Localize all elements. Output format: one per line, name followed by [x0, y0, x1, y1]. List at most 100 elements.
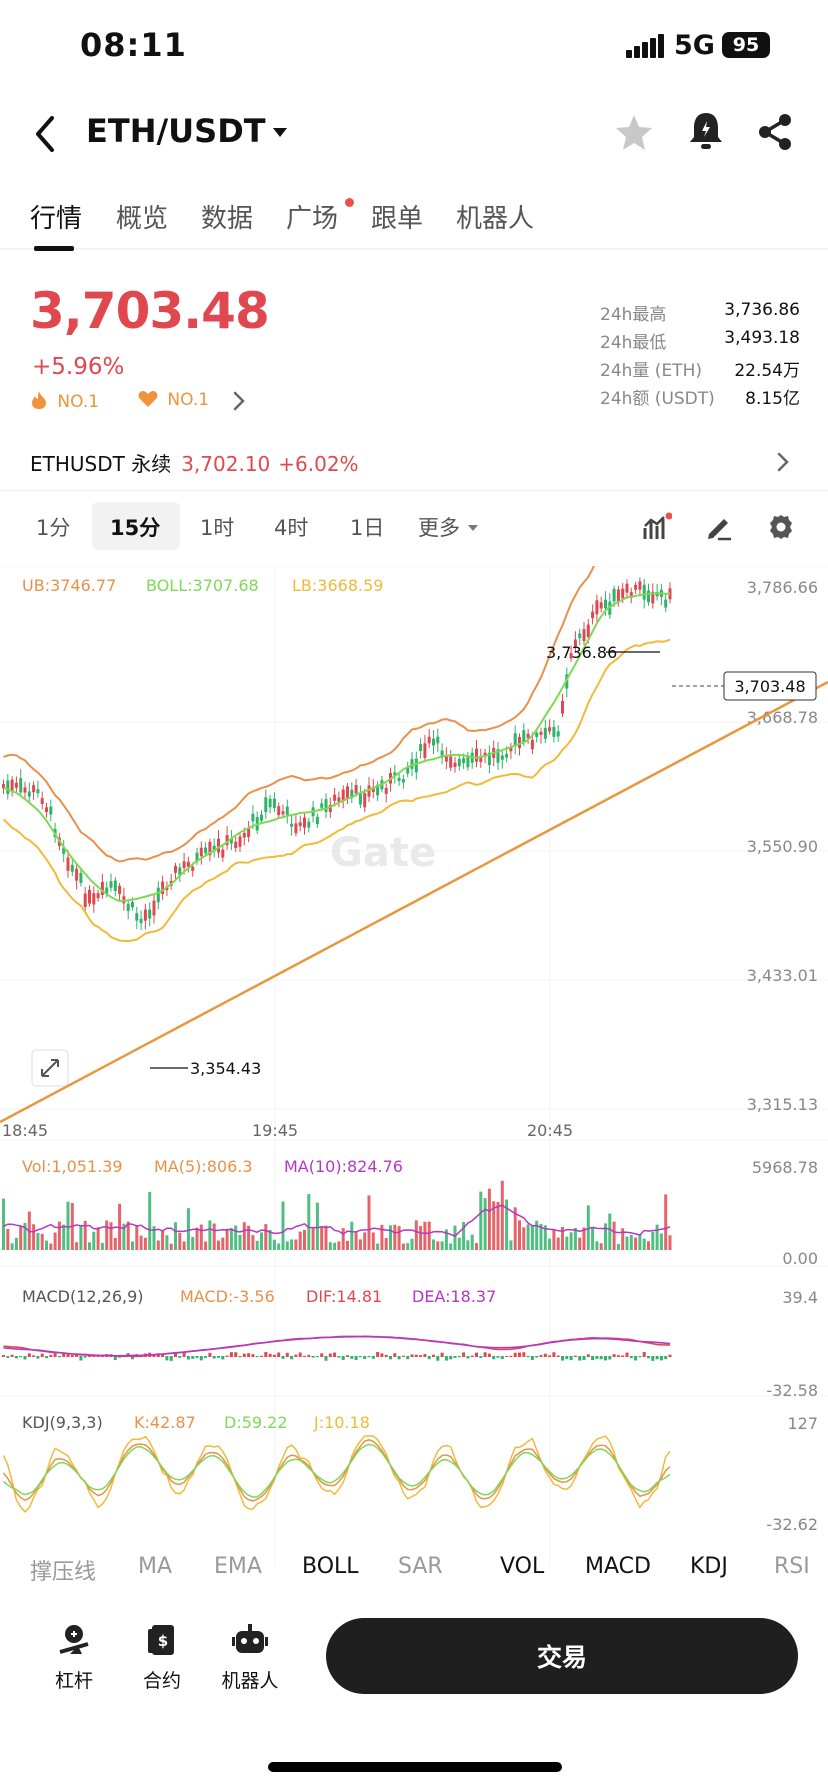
- tab-market[interactable]: 行情: [30, 204, 83, 234]
- macd-bar: [479, 1356, 483, 1358]
- candle: [513, 733, 517, 747]
- perpetual-row[interactable]: ETHUSDT 永续 3,702.10 +6.02%: [30, 448, 359, 477]
- back-arrow-icon[interactable]: [28, 114, 64, 154]
- bots-button[interactable]: 机器人: [210, 1622, 290, 1693]
- candle: [268, 798, 272, 808]
- tab-data[interactable]: 数据: [201, 204, 254, 234]
- indicator-vol[interactable]: VOL: [500, 1554, 545, 1579]
- tab-overview[interactable]: 概览: [116, 204, 169, 234]
- indicator-icon[interactable]: [642, 512, 672, 542]
- status-bar: 08:11 5G 95: [0, 0, 828, 96]
- interval-1d[interactable]: 1日: [350, 516, 385, 540]
- draw-pencil-icon[interactable]: [704, 512, 734, 542]
- vol-axis-top: 5968.78: [752, 1158, 818, 1177]
- indicator-boll[interactable]: BOLL: [302, 1554, 359, 1579]
- volume-bar: [178, 1232, 182, 1250]
- macd-bar: [255, 1356, 259, 1358]
- candle: [569, 653, 573, 659]
- candle: [285, 806, 289, 815]
- indicator-sar[interactable]: SAR: [398, 1554, 443, 1579]
- trend-line[interactable]: [0, 680, 828, 1124]
- candle: [182, 861, 186, 869]
- y-tick: 3,433.01: [747, 966, 818, 985]
- interval-4h[interactable]: 4时: [274, 516, 309, 540]
- kline-svg[interactable]: Gate UB:3746.77 BOLL:3707.68 LB:3668.59 …: [0, 566, 828, 1570]
- macd-legend-title: MACD(12,26,9): [22, 1287, 144, 1306]
- macd-bar: [92, 1355, 96, 1357]
- macd-bar: [552, 1352, 556, 1357]
- macd-bar: [483, 1352, 487, 1357]
- macd-bar: [83, 1356, 87, 1358]
- candle: [320, 803, 324, 808]
- kline-chart[interactable]: Gate UB:3746.77 BOLL:3707.68 LB:3668.59 …: [0, 566, 828, 1570]
- tab-square[interactable]: 广场: [286, 204, 339, 234]
- macd-bar: [40, 1353, 44, 1357]
- indicator-ma[interactable]: MA: [138, 1554, 173, 1579]
- candle: [2, 784, 5, 789]
- interval-1h[interactable]: 1时: [200, 516, 235, 540]
- volume-bar: [470, 1234, 474, 1250]
- interval-15m[interactable]: 15分: [110, 516, 161, 540]
- volume-bar: [406, 1243, 410, 1250]
- candle: [522, 730, 526, 744]
- contract-icon: $: [148, 1625, 174, 1655]
- candle: [143, 909, 147, 921]
- tab-bots[interactable]: 机器人: [456, 204, 535, 234]
- volume-bar: [234, 1225, 238, 1250]
- candle: [100, 881, 104, 895]
- hot-rank-badge[interactable]: NO.1: [30, 390, 99, 412]
- candle: [40, 798, 44, 804]
- volume-bar: [126, 1221, 130, 1250]
- macd-bar: [522, 1352, 526, 1357]
- volume-bar: [23, 1222, 27, 1250]
- chevron-right-icon[interactable]: [232, 390, 246, 412]
- indicator-kdj[interactable]: KDJ: [690, 1554, 728, 1579]
- volume-bar: [174, 1222, 177, 1250]
- macd-bar: [376, 1352, 380, 1357]
- status-time: 08:11: [80, 26, 187, 64]
- macd-bar: [436, 1356, 440, 1361]
- candle: [406, 767, 410, 774]
- caret-down-icon[interactable]: [270, 122, 290, 142]
- trade-button[interactable]: 交易: [326, 1618, 798, 1694]
- macd-bar: [496, 1356, 500, 1358]
- chevron-right-icon[interactable]: [776, 450, 790, 474]
- indicator-ema[interactable]: EMA: [214, 1554, 262, 1579]
- volume-bar: [337, 1241, 341, 1250]
- stat-label: 24h最低: [600, 333, 667, 353]
- share-icon[interactable]: [756, 112, 794, 152]
- macd-bar: [208, 1352, 212, 1357]
- volume-bar: [315, 1202, 319, 1250]
- candle: [204, 847, 208, 854]
- indicator-rsi[interactable]: RSI: [774, 1554, 810, 1579]
- candle: [229, 838, 233, 844]
- interval-1m[interactable]: 1分: [36, 516, 71, 540]
- volume-bar: [281, 1201, 285, 1250]
- star-icon[interactable]: [614, 112, 654, 152]
- contract-button[interactable]: $ 合约: [122, 1622, 202, 1693]
- volume-bar: [604, 1223, 607, 1250]
- interval-more[interactable]: 更多: [418, 512, 479, 542]
- candle: [83, 893, 87, 908]
- candle: [260, 814, 263, 821]
- macd-bar: [49, 1354, 53, 1357]
- hot-rank-label: NO.1: [57, 392, 100, 412]
- macd-bar: [655, 1356, 659, 1360]
- volume-bar: [625, 1236, 629, 1250]
- alert-bell-icon[interactable]: [686, 110, 726, 152]
- pair-title[interactable]: ETH/USDT: [86, 112, 266, 150]
- candle: [436, 736, 440, 744]
- macd-bar: [457, 1356, 461, 1358]
- indicator-support-resistance[interactable]: 撑压线: [30, 1560, 97, 1585]
- macd-bar: [264, 1352, 268, 1357]
- settings-gear-icon[interactable]: [766, 512, 796, 542]
- volume-bar: [565, 1236, 569, 1250]
- macd-bar: [500, 1356, 504, 1360]
- volume-bar: [475, 1243, 478, 1250]
- tab-copytrade[interactable]: 跟单: [371, 204, 424, 234]
- fav-rank-badge[interactable]: NO.1: [138, 390, 209, 410]
- candle: [337, 797, 341, 802]
- candle: [135, 913, 139, 921]
- indicator-macd[interactable]: MACD: [585, 1554, 651, 1579]
- leverage-button[interactable]: 杠杆: [34, 1622, 114, 1693]
